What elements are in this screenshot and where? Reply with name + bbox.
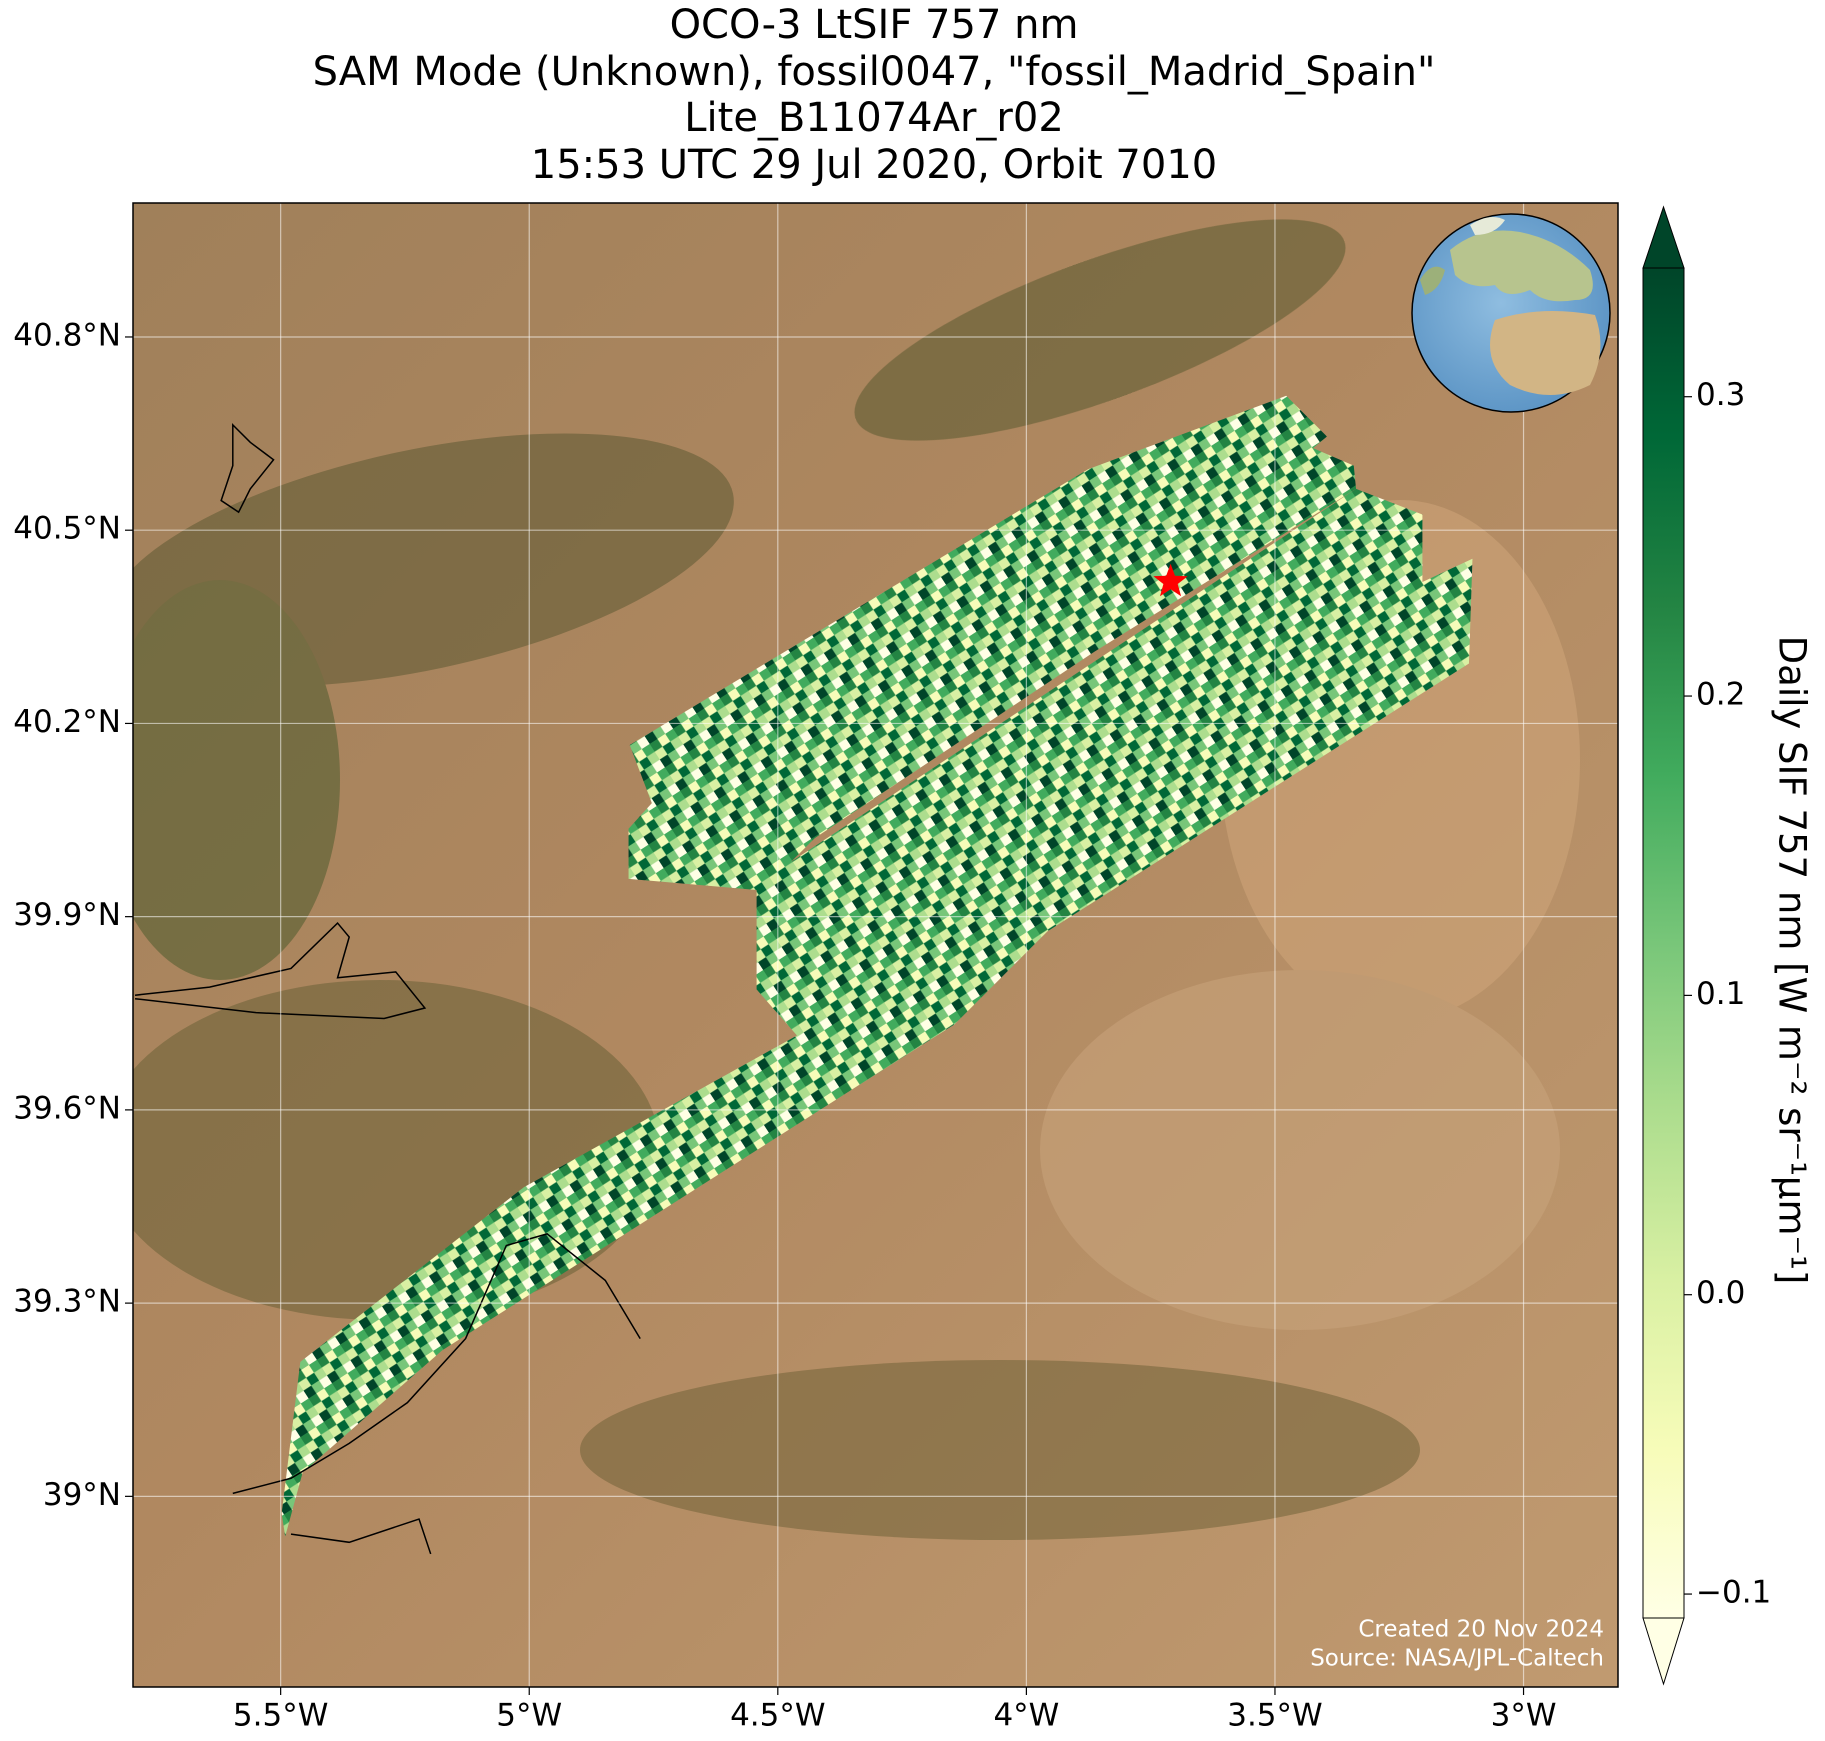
map-area <box>133 203 1618 1687</box>
grid <box>133 203 1618 1687</box>
colorbar-tick-label: −0.1 <box>1696 1575 1771 1611</box>
map-frame <box>132 202 1619 1688</box>
colorbar: −0.1 0.0 0.1 0.2 0.3 <box>1642 205 1771 1686</box>
x-tick-label: 4°W <box>993 1698 1059 1734</box>
colorbar-label: Daily SIF 757 nm [W m⁻² sr⁻¹μm⁻¹] <box>1771 636 1814 1285</box>
colorbar-tick-label: 0.3 <box>1696 377 1745 413</box>
colorbar-tick-label: 0.0 <box>1696 1275 1745 1311</box>
x-tick-label: 5.5°W <box>233 1698 328 1734</box>
y-tick-label: 39°N <box>43 1477 121 1513</box>
title-line: SAM Mode (Unknown), fossil0047, "fossil_… <box>313 49 1436 95</box>
axes: 5.5°W 5°W 4.5°W 4°W 3.5°W 3°W 39°N 39.3°N 39.6°N… <box>13 317 1556 1733</box>
title-line: OCO-3 LtSIF 757 nm <box>670 2 1079 48</box>
credit: Source: NASA/JPL-Caltech <box>1310 1646 1604 1672</box>
y-tick-label: 39.9°N <box>13 897 121 933</box>
terrain <box>133 219 1580 1540</box>
y-tick-label: 39.3°N <box>13 1284 121 1320</box>
x-tick-label: 3°W <box>1491 1698 1557 1734</box>
colorbar-body <box>1642 267 1685 1619</box>
swath <box>134 395 1473 1555</box>
title-line: 15:53 UTC 29 Jul 2020, Orbit 7010 <box>531 142 1217 188</box>
y-tick-label: 40.2°N <box>13 704 121 740</box>
colorbar-extend-max <box>1642 205 1685 269</box>
inset-globe <box>1411 213 1611 413</box>
colorbar-tick-label: 0.1 <box>1696 976 1745 1012</box>
y-tick-label: 39.6°N <box>13 1090 121 1126</box>
colorbar-extend-min <box>1642 1617 1685 1686</box>
x-tick-label: 4.5°W <box>730 1698 825 1734</box>
y-tick-label: 40.5°N <box>13 511 121 547</box>
credit: Created 20 Nov 2024 <box>1358 1617 1604 1643</box>
title-line: Lite_B11074Ar_r02 <box>684 95 1064 141</box>
x-tick-label: 5°W <box>496 1698 562 1734</box>
site-marker <box>1153 563 1188 597</box>
colorbar-tick-label: 0.2 <box>1696 677 1745 713</box>
title: OCO-3 LtSIF 757 nm SAM Mode (Unknown), f… <box>313 2 1436 188</box>
y-tick-label: 40.8°N <box>13 317 121 353</box>
x-tick-label: 3.5°W <box>1227 1698 1322 1734</box>
